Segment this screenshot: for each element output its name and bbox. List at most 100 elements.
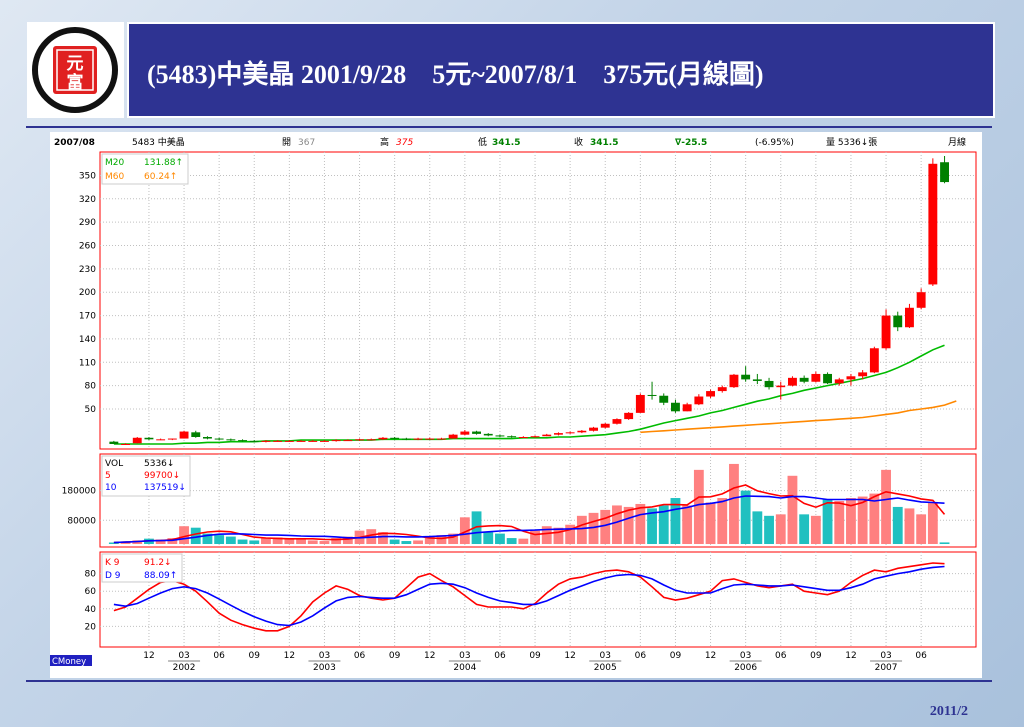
volume-ma10-line <box>113 495 945 544</box>
candle-body <box>858 372 868 377</box>
candle-body <box>179 431 189 439</box>
candle-body <box>132 437 142 444</box>
volume-bar <box>413 540 423 544</box>
legend-vol-name: VOL <box>105 459 123 469</box>
info-change-pct: (-6.95%) <box>755 138 794 148</box>
month-tick-label: 12 <box>284 651 295 661</box>
volume-legend: VOL 5336↓ 5 99700↓ 10 137519↓ <box>101 455 191 497</box>
legend-k-value: 91.2↓ <box>144 558 172 568</box>
volume-bar <box>225 536 236 544</box>
year-tick-label: 2007 <box>875 663 898 673</box>
candle-body <box>788 377 797 386</box>
volume-bar <box>752 511 763 544</box>
info-open: 367 <box>298 138 315 148</box>
year-tick-label: 2002 <box>173 663 196 673</box>
volume-bar <box>822 499 833 544</box>
legend-ma5-value: 99700↓ <box>144 471 180 481</box>
volume-bars <box>108 463 950 544</box>
kd-tick-label: 40 <box>85 605 97 615</box>
candle-body <box>191 432 201 437</box>
candle-body <box>390 437 400 439</box>
candle-body <box>226 439 236 441</box>
candle-body <box>799 377 809 382</box>
volume-tick-label: 180000 <box>62 487 97 497</box>
month-tick-label: 06 <box>354 651 366 661</box>
legend-ma10-value: 137519↓ <box>144 483 186 493</box>
year-tick-label: 2004 <box>453 663 476 673</box>
info-close: 341.5 <box>590 138 618 148</box>
volume-bar <box>764 515 774 544</box>
volume-bar <box>904 508 915 544</box>
volume-bar <box>553 527 564 544</box>
candle-body <box>905 307 914 328</box>
month-tick-label: 12 <box>424 651 435 661</box>
kd-legend-box <box>101 553 183 583</box>
candle-body <box>717 387 727 392</box>
info-low: 341.5 <box>492 138 520 148</box>
volume-bar <box>799 514 810 544</box>
candle-body <box>518 436 528 438</box>
candle-body <box>811 373 821 382</box>
legend-d-name: D 9 <box>105 571 121 581</box>
legend-m60-value: 60.24↑ <box>144 172 177 182</box>
candle-body <box>554 433 563 435</box>
year-tick-label: 2003 <box>313 663 336 673</box>
candle-body <box>296 440 306 442</box>
volume-bar <box>319 541 330 544</box>
legend-vol-value: 5336↓ <box>144 459 174 469</box>
month-tick-label: 06 <box>775 651 787 661</box>
volume-bar <box>729 463 739 544</box>
candle-body <box>214 438 224 440</box>
candle-body <box>472 431 481 434</box>
candlesticks <box>109 156 949 445</box>
candle-body <box>273 440 283 442</box>
volume-bar <box>307 540 318 544</box>
volume-bar <box>331 538 342 544</box>
candle-body <box>355 439 364 441</box>
volume-bar <box>296 539 306 544</box>
volume-bar <box>483 532 494 544</box>
svg-text:富: 富 <box>67 72 84 93</box>
info-volume: 量 5336↓張 <box>826 137 877 148</box>
candle-body <box>425 438 435 440</box>
price-legend-box <box>101 153 189 185</box>
legend-m20-value: 131.88↑ <box>144 158 183 168</box>
price-tick-label: 80 <box>85 382 97 392</box>
volume-bar <box>892 506 903 544</box>
price-tick-label: 350 <box>79 171 96 181</box>
candle-body <box>741 374 751 380</box>
candle-body <box>881 315 891 349</box>
price-panel-frame <box>99 151 977 450</box>
volume-bar <box>541 526 552 544</box>
candle-body <box>483 433 493 436</box>
volume-bar <box>261 538 271 544</box>
candle-body <box>659 395 669 403</box>
price-tick-label: 290 <box>79 218 96 228</box>
candle-body <box>729 374 739 388</box>
info-bar: 2007/08 5483 中美晶 開 367 高 375 低 341.5 收 3… <box>54 136 966 148</box>
volume-legend-box <box>101 455 191 497</box>
volume-bar <box>939 542 950 544</box>
month-tick-label: 09 <box>389 651 401 661</box>
grid-lines <box>100 152 976 647</box>
volume-bar <box>682 505 693 544</box>
candle-body <box>752 379 762 381</box>
volume-bar <box>155 539 166 544</box>
month-tick-label: 12 <box>143 651 154 661</box>
volume-bar <box>810 515 821 544</box>
volume-bar <box>857 496 868 544</box>
volume-bar <box>284 538 295 544</box>
volume-bar <box>565 524 576 544</box>
month-tick-label: 09 <box>670 651 682 661</box>
candle-body <box>460 431 470 435</box>
candle-body <box>589 427 598 431</box>
volume-bar <box>787 475 798 544</box>
volume-bar <box>459 517 470 544</box>
candle-body <box>507 436 517 438</box>
kd-tick-label: 80 <box>85 570 97 580</box>
candle-body <box>401 438 411 440</box>
source-badge <box>50 655 92 666</box>
month-tick-label: 12 <box>845 651 856 661</box>
info-change: ∇-25.5 <box>675 138 707 148</box>
title-banner: (5483)中美晶 2001/9/28 5元~2007/8/1 375元(月線圖… <box>127 22 995 118</box>
